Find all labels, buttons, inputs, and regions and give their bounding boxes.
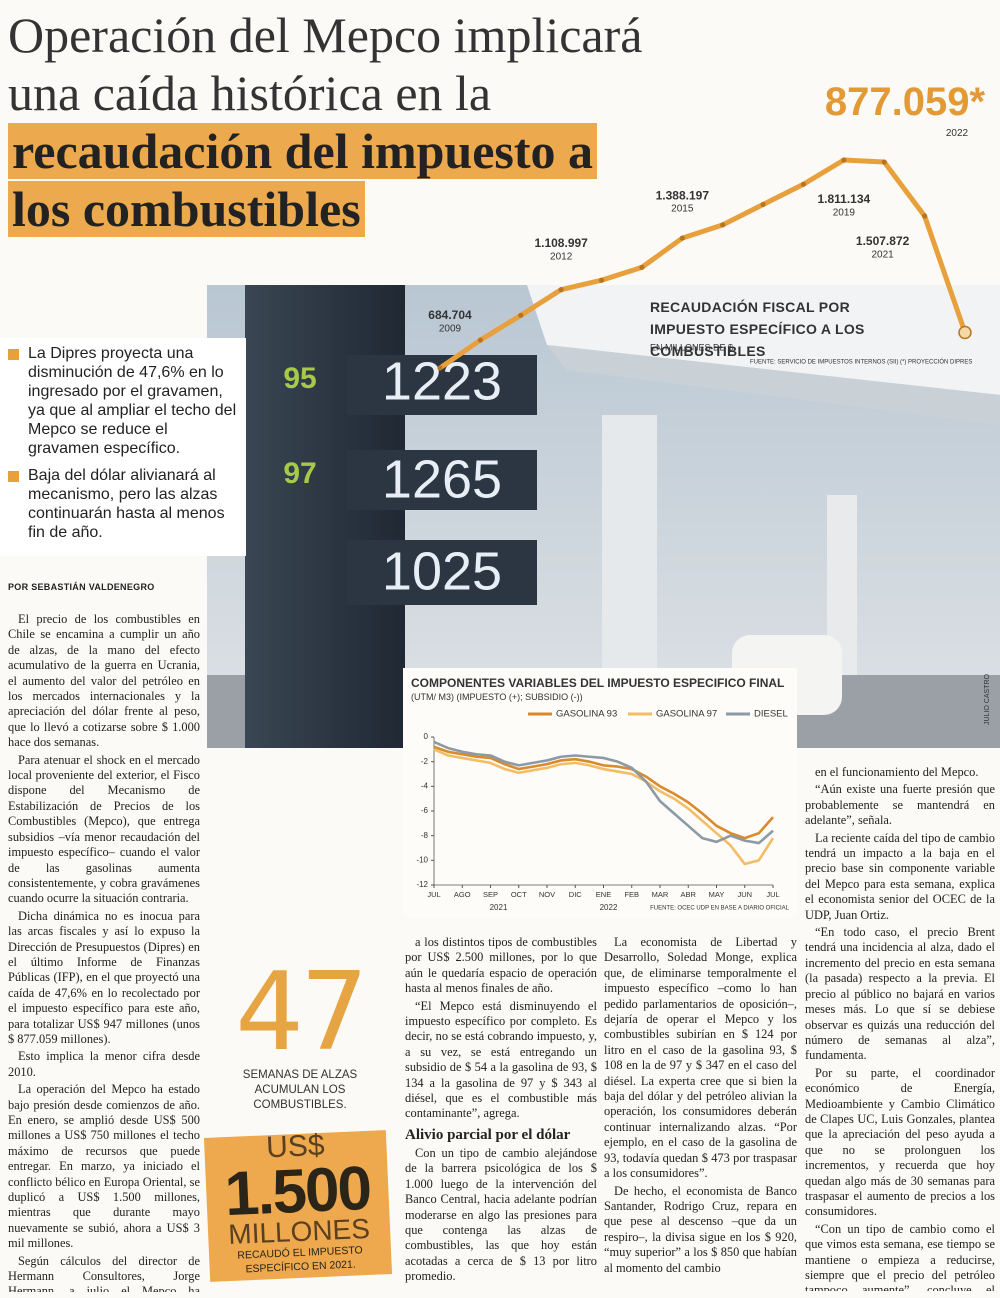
sign-text: 95 xyxy=(283,362,316,395)
paragraph: Esto implica la menor cifra desde 2010. xyxy=(8,1049,200,1079)
value-label: 1.507.872 xyxy=(856,234,910,248)
pillar xyxy=(602,415,657,715)
point xyxy=(800,181,807,187)
column: El precio de los combustibles en Chile s… xyxy=(8,612,200,1292)
year-label: 2012 xyxy=(550,251,573,262)
y-tick-label: -10 xyxy=(416,855,428,864)
x-tick-label: SEP xyxy=(483,890,498,899)
x-tick-label: DIC xyxy=(569,890,583,899)
column: a los distintos tipos de combustibles po… xyxy=(405,935,597,1291)
subheading: Alivio parcial por el dólar xyxy=(405,1126,571,1143)
bullets: La Dipres proyecta una disminución de 47… xyxy=(0,338,246,556)
paragraph: “Aún existe una fuerte presión que proba… xyxy=(805,782,995,828)
series-line xyxy=(433,748,775,866)
paragraph: Por su parte, el coordinador económico d… xyxy=(805,1065,995,1219)
sign-text: 1025 xyxy=(382,541,502,601)
stat-caption: SEMANAS DE ALZAS ACUMULAN LOS COMBUSTIBL… xyxy=(242,1069,358,1111)
paragraph: El precio de los combustibles en Chile s… xyxy=(8,612,200,750)
year-label: 2019 xyxy=(833,208,856,219)
column: en el funcionamiento del Mepco. “Aún exis… xyxy=(805,765,995,1291)
sign-text: 1223 xyxy=(382,351,502,411)
photo-credit: JULIO CASTRO xyxy=(984,673,991,725)
car xyxy=(732,635,842,715)
x-group-label: 2021 xyxy=(490,903,508,912)
value-label: 1.388.197 xyxy=(656,188,710,202)
paragraph: “El Mepco está disminuyendo el impuesto … xyxy=(405,998,597,1121)
y-tick-label: -4 xyxy=(421,781,429,790)
byline: POR SEBASTIÁN VALDENEGRO xyxy=(8,582,155,592)
x-tick-label: FEB xyxy=(624,890,639,899)
paragraph: La reciente caída del tipo de cambio ten… xyxy=(805,830,995,922)
chart-title: COMPONENTES VARIABLES DEL IMPUESTO ESPEC… xyxy=(411,676,785,690)
x-group-label: 2022 xyxy=(600,903,618,912)
point xyxy=(922,213,928,219)
column: La economista de Libertad y Desarrollo, … xyxy=(604,935,797,1291)
x-tick-label: ABR xyxy=(681,890,697,899)
x-tick-label: JUN xyxy=(737,890,752,899)
column-part: Con un tipo de cambio alejándose de la b… xyxy=(405,1146,597,1285)
x-tick-label: NOV xyxy=(539,890,555,899)
paragraph: De hecho, el economista de Banco Santand… xyxy=(604,1183,797,1275)
paragraph: Dicha dinámica no es inocua para las arc… xyxy=(8,908,200,1046)
point xyxy=(720,222,726,228)
y-tick-label: -8 xyxy=(421,831,429,840)
x-tick-label: ENE xyxy=(596,890,611,899)
paragraph: a los distintos tipos de combustibles po… xyxy=(405,935,597,996)
point xyxy=(841,157,847,163)
point xyxy=(679,235,685,241)
paragraph: La economista de Libertad y Desarrollo, … xyxy=(604,935,797,1181)
paragraph: “Con un tipo de cambio como el que vimos… xyxy=(805,1221,995,1291)
x-tick-label: MAY xyxy=(709,890,725,899)
paragraph: Según cálculos del director de Hermann C… xyxy=(8,1253,200,1292)
paragraph: en el funcionamiento del Mepco. xyxy=(815,765,979,779)
year-label: 2022 xyxy=(946,128,969,139)
x-tick-label: OCT xyxy=(511,890,527,899)
value-label: 877.059* xyxy=(825,80,986,124)
chart-title: RECAUDACIÓN FISCAL POR IMPUESTO ESPECÍFI… xyxy=(650,299,865,359)
headline-plain: Operación del Mepco implicará una caída … xyxy=(8,7,643,121)
value-label: 1.811.134 xyxy=(817,192,870,206)
point xyxy=(598,277,605,283)
year-label: 2015 xyxy=(671,204,694,215)
x-tick-label: AGO xyxy=(454,890,471,899)
point xyxy=(760,201,766,208)
headline: Operación del Mepco implicará una caída … xyxy=(8,6,658,238)
paragraph: La operación del Mepco ha estado bajo pr… xyxy=(8,1082,200,1251)
led-panel xyxy=(347,450,537,510)
paragraph: “En todo caso, el precio Brent tendrá un… xyxy=(805,925,995,1063)
series-line xyxy=(433,745,774,840)
year-label: 2021 xyxy=(871,250,894,261)
headline-highlight: recaudación del impuesto a los combustib… xyxy=(8,123,598,237)
y-tick-label: -6 xyxy=(421,806,429,815)
stat-number: 47 xyxy=(235,950,368,1075)
stat-box: US$ 1.500 MILLONES RECAUDÓ EL IMPUESTO E… xyxy=(203,1129,393,1282)
point xyxy=(639,264,645,270)
paragraph: Con un tipo de cambio alejándose de la b… xyxy=(405,1145,597,1284)
point xyxy=(881,159,887,165)
chart-source: FUENTE: OCEC UDP EN BASE A DIARIO OFICIA… xyxy=(650,906,790,912)
y-tick-label: -2 xyxy=(421,757,429,766)
column-part: a los distintos tipos de combustibles po… xyxy=(405,935,597,1122)
x-tick-label: JUL xyxy=(766,890,779,899)
paragraph: Para atenuar el shock en el mercado loca… xyxy=(8,752,200,906)
sign-text: 1265 xyxy=(382,449,502,509)
x-tick-label: JUL xyxy=(427,890,440,899)
y-tick-label: -12 xyxy=(416,880,428,889)
x-tick-label: MAR xyxy=(652,890,669,899)
series-line xyxy=(433,740,774,845)
led-panel xyxy=(347,540,537,605)
chart-subtitle: (UTM/ M3) (IMPUESTO (+); SUBSIDIO (-)) xyxy=(411,692,583,702)
bullet: Baja del dólar alivianará al mecanismo, … xyxy=(8,466,240,542)
sign-text: 97 xyxy=(283,457,316,490)
bullet: La Dipres proyecta una disminución de 47… xyxy=(8,344,240,458)
